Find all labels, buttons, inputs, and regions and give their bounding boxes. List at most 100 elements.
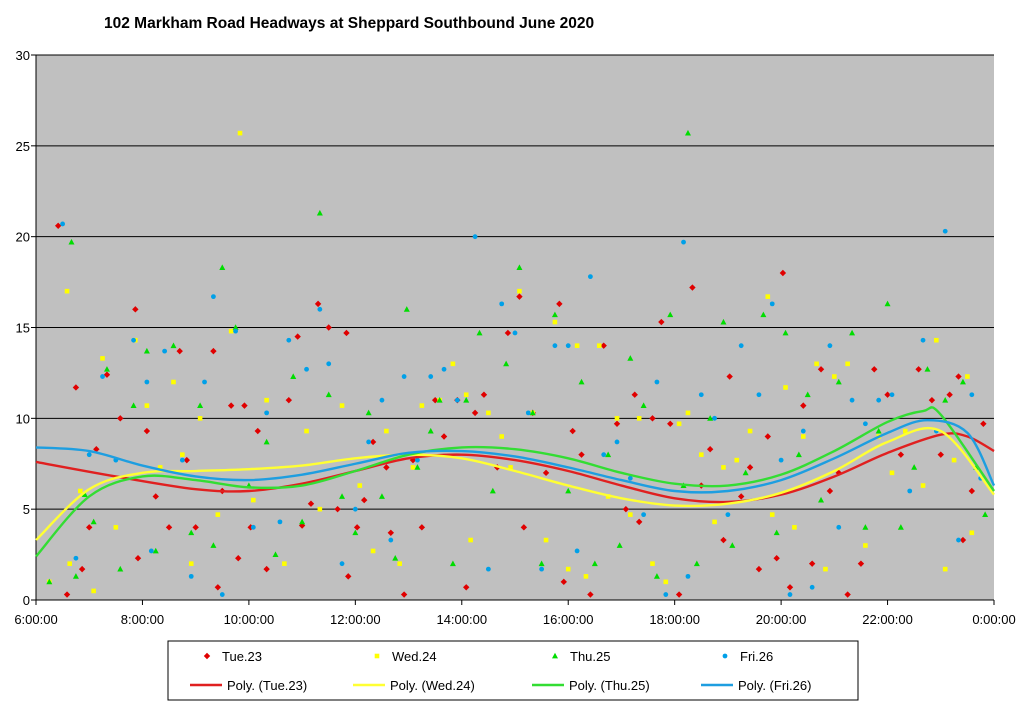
data-point: [808, 560, 816, 567]
data-point: [706, 446, 714, 453]
data-point: [211, 294, 216, 300]
data-point: [316, 209, 323, 216]
data-point: [503, 360, 510, 367]
data-point: [298, 522, 306, 529]
y-axis: 0 5 10 15 20 25 30: [16, 48, 37, 608]
data-point: [383, 464, 390, 471]
data-point: [264, 410, 270, 416]
data-point: [920, 483, 926, 488]
data-point: [614, 416, 620, 421]
x-tick-label: 8:00:00: [121, 612, 164, 627]
data-point: [392, 555, 399, 561]
data-point: [596, 343, 602, 348]
x-axis: 6:00:00 8:00:00 10:00:00 12:00:00 14:00:00 16…: [14, 599, 1016, 627]
data-point: [251, 497, 256, 503]
data-point: [132, 306, 139, 313]
legend-label: Fri.26: [740, 649, 773, 664]
data-point: [299, 518, 306, 525]
data-point: [631, 391, 638, 398]
data-point: [773, 555, 780, 562]
data-point: [387, 529, 395, 536]
data-point: [726, 373, 733, 380]
data-point: [219, 592, 225, 597]
data-point: [884, 300, 891, 307]
data-point: [73, 555, 79, 561]
x-tick-label: 16:00:00: [543, 612, 594, 627]
data-point: [63, 591, 71, 598]
data-point: [180, 452, 185, 457]
legend-label: Poly. (Fri.26): [738, 678, 811, 693]
data-point: [826, 487, 834, 495]
data-point: [924, 366, 931, 372]
data-point: [307, 500, 315, 507]
y-tick-label: 15: [16, 321, 30, 336]
data-point: [635, 518, 643, 526]
data-point: [720, 318, 727, 325]
data-point: [911, 464, 918, 470]
data-point: [144, 403, 150, 408]
data-point: [663, 579, 669, 585]
data-point: [352, 506, 358, 512]
data-point: [560, 578, 567, 586]
legend-label: Tue.23: [222, 649, 262, 664]
data-point: [889, 392, 895, 398]
data-point: [667, 311, 674, 318]
data-point: [192, 524, 199, 531]
data-points: [46, 129, 989, 598]
data-point: [379, 397, 385, 403]
trendline-poly-wed-24: [35, 426, 995, 541]
data-point: [552, 319, 558, 325]
data-point: [93, 446, 100, 453]
data-point: [827, 343, 833, 349]
data-point: [64, 288, 70, 294]
data-point: [282, 561, 287, 566]
data-point: [720, 536, 727, 544]
data-point: [152, 493, 159, 500]
data-point: [685, 410, 691, 416]
data-point: [78, 565, 86, 573]
data-point: [956, 537, 961, 543]
data-point: [286, 337, 292, 343]
data-point: [556, 300, 563, 308]
data-point: [227, 402, 235, 409]
data-point: [640, 402, 647, 409]
data-point: [441, 366, 447, 372]
data-point: [86, 524, 93, 531]
data-point: [520, 524, 528, 531]
data-point: [889, 470, 895, 476]
legend-label: Thu.25: [570, 649, 610, 664]
data-point: [897, 524, 904, 530]
x-tick-label: 18:00:00: [649, 612, 700, 627]
data-point: [388, 537, 394, 543]
data-point: [197, 416, 203, 421]
data-point: [250, 524, 256, 530]
data-point: [410, 465, 416, 470]
data-point: [698, 452, 704, 457]
data-point: [689, 284, 696, 291]
y-tick-label: 30: [16, 48, 30, 63]
data-point: [804, 391, 811, 398]
data-point: [162, 348, 168, 354]
data-point: [897, 451, 905, 458]
data-point: [982, 511, 989, 518]
data-point: [285, 396, 293, 404]
data-point: [471, 409, 479, 417]
trendline-poly-thu-25: [35, 406, 995, 558]
data-point: [508, 465, 513, 470]
data-point: [68, 238, 75, 245]
data-point: [817, 366, 825, 373]
data-point: [263, 438, 270, 445]
data-point: [419, 403, 425, 408]
data-point: [103, 366, 110, 372]
data-point: [737, 493, 745, 500]
data-point: [959, 378, 966, 385]
data-point: [543, 537, 549, 543]
data-point: [294, 333, 301, 340]
data-point: [241, 402, 248, 409]
data-point: [516, 264, 523, 270]
data-point: [862, 421, 868, 427]
data-point: [357, 483, 363, 488]
data-point: [179, 457, 185, 463]
data-point: [809, 584, 815, 590]
data-point: [400, 591, 408, 598]
